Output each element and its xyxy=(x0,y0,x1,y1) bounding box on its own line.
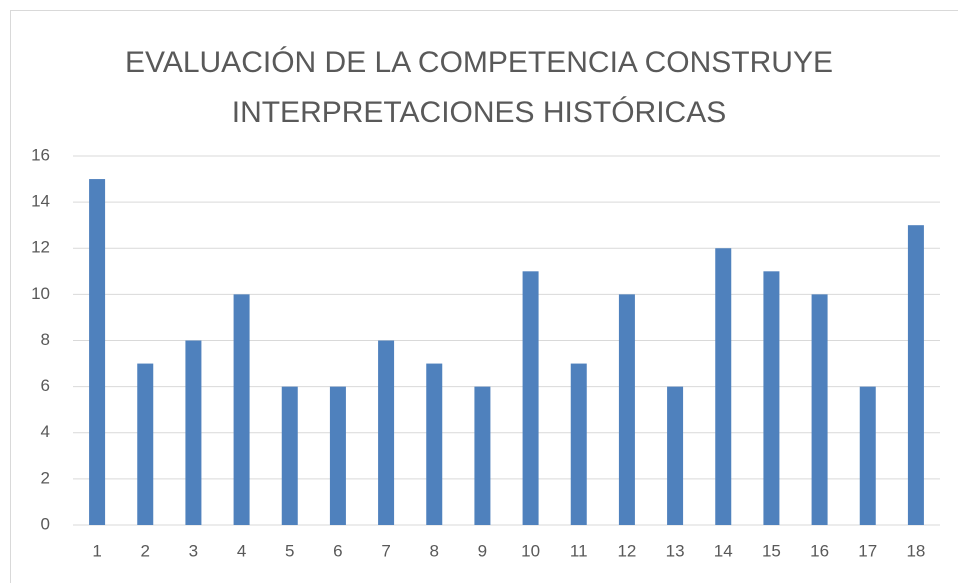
x-tick-label: 9 xyxy=(478,541,487,560)
y-tick-label: 6 xyxy=(41,376,50,395)
bar xyxy=(281,386,298,525)
chart-title: EVALUACIÓN DE LA COMPETENCIA CONSTRUYE I… xyxy=(125,46,833,129)
bar xyxy=(907,225,924,525)
x-tick-label: 4 xyxy=(237,541,246,560)
bar xyxy=(329,386,346,525)
x-tick-label: 8 xyxy=(430,541,439,560)
bar xyxy=(522,271,539,525)
bar xyxy=(618,294,635,525)
bar xyxy=(185,340,202,525)
x-tick-label: 12 xyxy=(617,541,636,560)
bar xyxy=(426,363,443,525)
x-tick-label: 15 xyxy=(762,541,781,560)
bar xyxy=(667,386,684,525)
chart-border xyxy=(10,10,958,583)
bar xyxy=(811,294,828,525)
y-tick-label: 0 xyxy=(41,514,50,533)
bar xyxy=(763,271,780,525)
y-tick-label: 12 xyxy=(31,238,50,257)
x-tick-label: 18 xyxy=(906,541,925,560)
bar xyxy=(378,340,395,525)
y-tick-label: 10 xyxy=(31,284,50,303)
x-tick-label: 13 xyxy=(666,541,685,560)
x-tick-label: 11 xyxy=(570,541,588,560)
y-tick-label: 4 xyxy=(41,422,50,441)
x-tick-label: 10 xyxy=(521,541,540,560)
y-tick-label: 8 xyxy=(41,330,50,349)
x-tick-label: 17 xyxy=(858,541,877,560)
x-tick-label: 5 xyxy=(285,541,294,560)
y-tick-label: 2 xyxy=(41,468,50,487)
bar xyxy=(474,386,491,525)
bar xyxy=(233,294,250,525)
x-tick-label: 2 xyxy=(141,541,150,560)
y-tick-label: 16 xyxy=(31,145,50,164)
x-tick-label: 3 xyxy=(189,541,198,560)
x-tick-label: 7 xyxy=(381,541,390,560)
x-tick-label: 16 xyxy=(810,541,829,560)
x-tick-label: 14 xyxy=(714,541,733,560)
x-tick-label: 1 xyxy=(92,541,101,560)
bar xyxy=(89,179,106,525)
x-tick-label: 6 xyxy=(333,541,342,560)
bar xyxy=(570,363,587,525)
y-tick-label: 14 xyxy=(31,192,50,211)
bar xyxy=(859,386,876,525)
bar xyxy=(137,363,154,525)
bar xyxy=(715,248,732,525)
